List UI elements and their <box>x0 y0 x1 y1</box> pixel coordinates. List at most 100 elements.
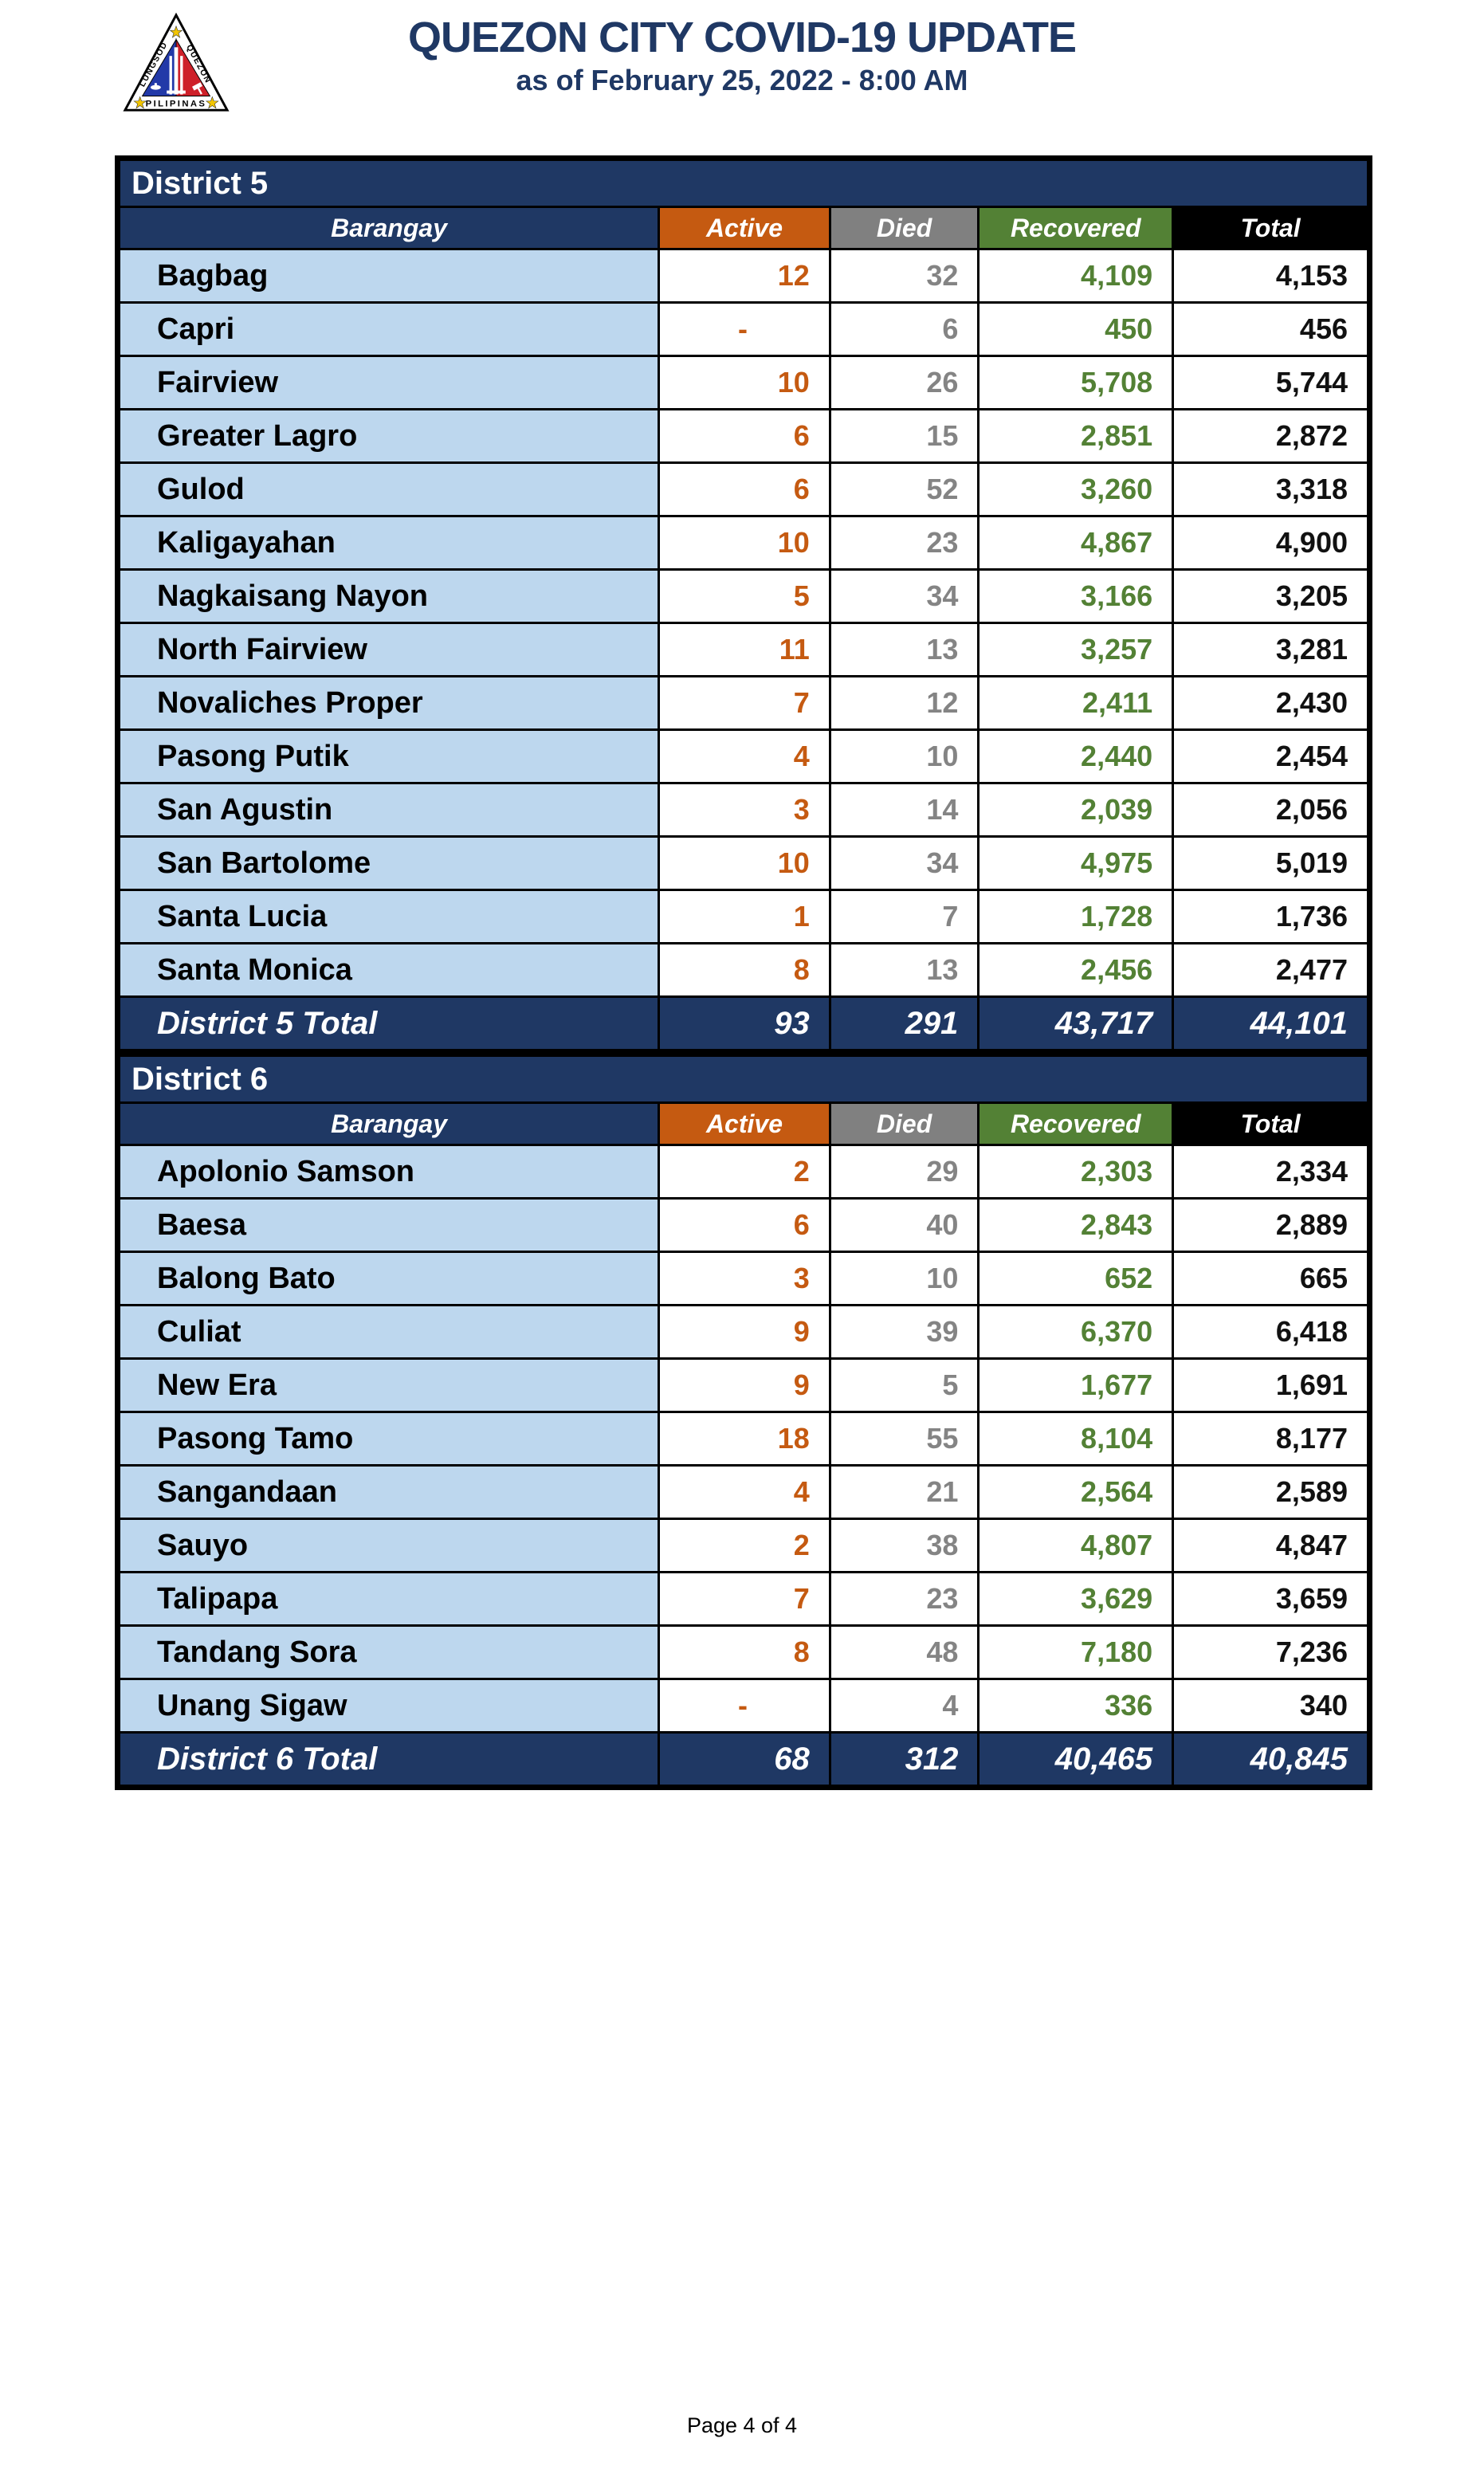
total-cell: 2,430 <box>1172 675 1369 731</box>
active-cell: 8 <box>658 942 831 998</box>
seal-stars <box>133 25 219 109</box>
recovered-cell: 2,456 <box>977 942 1175 998</box>
quezon-city-seal-logo: LUNGSOD QUEZON PILIPINAS <box>123 12 230 112</box>
column-header-row: Barangay Active Died Recovered Total <box>117 1101 1369 1146</box>
barangay-cell: Balong Bato <box>117 1251 661 1306</box>
recovered-cell: 1,728 <box>977 889 1175 944</box>
district-title-row: District 5 <box>118 159 1369 208</box>
barangay-cell: Novaliches Proper <box>117 675 661 731</box>
total-cell: 5,744 <box>1172 355 1369 410</box>
table-row: San Agustin 3 14 2,039 2,056 <box>117 782 1369 838</box>
active-cell: 3 <box>658 782 831 838</box>
died-cell: 14 <box>828 782 980 838</box>
barangay-cell: Santa Monica <box>117 942 661 998</box>
table-row: Nagkaisang Nayon 5 34 3,166 3,205 <box>117 568 1369 624</box>
died-cell: 48 <box>828 1624 980 1680</box>
table-row: Apolonio Samson 2 29 2,303 2,334 <box>117 1144 1369 1200</box>
column-header-died: Died <box>828 1101 980 1146</box>
active-cell: 1 <box>658 889 831 944</box>
total-cell: 8,177 <box>1172 1411 1369 1467</box>
total-cell: 3,318 <box>1172 461 1369 517</box>
active-cell: 2 <box>658 1518 831 1573</box>
died-cell: 52 <box>828 461 980 517</box>
recovered-cell: 3,629 <box>977 1571 1175 1627</box>
total-cell: 2,889 <box>1172 1197 1369 1253</box>
active-cell: 11 <box>658 622 831 677</box>
barangay-cell: North Fairview <box>117 622 661 677</box>
active-cell: 4 <box>658 728 831 784</box>
recovered-cell: 2,851 <box>977 408 1175 464</box>
recovered-cell: 2,843 <box>977 1197 1175 1253</box>
active-cell: 8 <box>658 1624 831 1680</box>
covid-table: District 5 Barangay Active Died Recovered Tot… <box>117 159 1369 1051</box>
barangay-cell: Santa Lucia <box>117 889 661 944</box>
died-cell: 10 <box>828 728 980 784</box>
barangay-cell: San Bartolome <box>117 835 661 891</box>
total-cell: 2,056 <box>1172 782 1369 838</box>
died-cell: 13 <box>828 942 980 998</box>
total-cell: 2,477 <box>1172 942 1369 998</box>
barangay-cell: Nagkaisang Nayon <box>117 568 661 624</box>
district-title: District 5 <box>118 159 1369 208</box>
recovered-cell: 4,975 <box>977 835 1175 891</box>
recovered-cell: 3,260 <box>977 461 1175 517</box>
active-cell: 6 <box>658 461 831 517</box>
seal-monument <box>167 47 186 95</box>
page-number: Page 4 of 4 <box>686 2413 798 2437</box>
column-header-died: Died <box>828 206 980 250</box>
district-total-row: District 5 Total 93 291 43,717 44,101 <box>117 995 1369 1051</box>
table-row: New Era 9 5 1,677 1,691 <box>117 1357 1369 1413</box>
recovered-cell: 450 <box>977 301 1175 357</box>
total-cell: 4,847 <box>1172 1518 1369 1573</box>
died-cell: 21 <box>828 1464 980 1520</box>
total-cell: 3,281 <box>1172 622 1369 677</box>
table-row: Pasong Putik 4 10 2,440 2,454 <box>117 728 1369 784</box>
recovered-cell: 6,370 <box>977 1304 1175 1360</box>
barangay-cell: Fairview <box>117 355 661 410</box>
column-header-total: Total <box>1172 1101 1369 1146</box>
died-cell: 39 <box>828 1304 980 1360</box>
total-cell: 2,872 <box>1172 408 1369 464</box>
table-row: Bagbag 12 32 4,109 4,153 <box>117 248 1369 304</box>
recovered-cell: 7,180 <box>977 1624 1175 1680</box>
active-cell: 9 <box>658 1357 831 1413</box>
died-cell: 13 <box>828 622 980 677</box>
barangay-cell: Sangandaan <box>117 1464 661 1520</box>
total-cell: 2,454 <box>1172 728 1369 784</box>
barangay-cell: New Era <box>117 1357 661 1413</box>
active-cell: 9 <box>658 1304 831 1360</box>
district-6-table: District 6 Barangay Active Died Recovered Tot… <box>115 1051 1372 1790</box>
recovered-cell: 3,257 <box>977 622 1175 677</box>
recovered-cell: 4,807 <box>977 1518 1175 1573</box>
recovered-cell: 4,867 <box>977 515 1175 571</box>
active-cell: 3 <box>658 1251 831 1306</box>
district-total-active: 68 <box>658 1731 831 1787</box>
column-header-recovered: Recovered <box>977 1101 1175 1146</box>
died-cell: 40 <box>828 1197 980 1253</box>
district-total-row: District 6 Total 68 312 40,465 40,845 <box>117 1731 1369 1787</box>
recovered-cell: 3,166 <box>977 568 1175 624</box>
died-cell: 7 <box>828 889 980 944</box>
table-row: Sangandaan 4 21 2,564 2,589 <box>117 1464 1369 1520</box>
barangay-cell: Capri <box>117 301 661 357</box>
table-row: North Fairview 11 13 3,257 3,281 <box>117 622 1369 677</box>
covid-table: District 6 Barangay Active Died Recovered Tot… <box>117 1054 1369 1787</box>
total-cell: 7,236 <box>1172 1624 1369 1680</box>
recovered-cell: 2,440 <box>977 728 1175 784</box>
active-cell: 5 <box>658 568 831 624</box>
active-cell: 10 <box>658 515 831 571</box>
table-row: Greater Lagro 6 15 2,851 2,872 <box>117 408 1369 464</box>
column-header-active: Active <box>658 1101 831 1146</box>
column-header-active: Active <box>658 206 831 250</box>
active-cell: 18 <box>658 1411 831 1467</box>
active-cell: - <box>658 301 831 357</box>
column-header-barangay: Barangay <box>117 206 661 250</box>
recovered-cell: 2,564 <box>977 1464 1175 1520</box>
table-row: Talipapa 7 23 3,629 3,659 <box>117 1571 1369 1627</box>
table-row: Novaliches Proper 7 12 2,411 2,430 <box>117 675 1369 731</box>
table-row: Capri -6 450 456 <box>117 301 1369 357</box>
seal-lamp-icon <box>150 83 161 90</box>
active-cell: 10 <box>658 355 831 410</box>
active-cell: 7 <box>658 1571 831 1627</box>
